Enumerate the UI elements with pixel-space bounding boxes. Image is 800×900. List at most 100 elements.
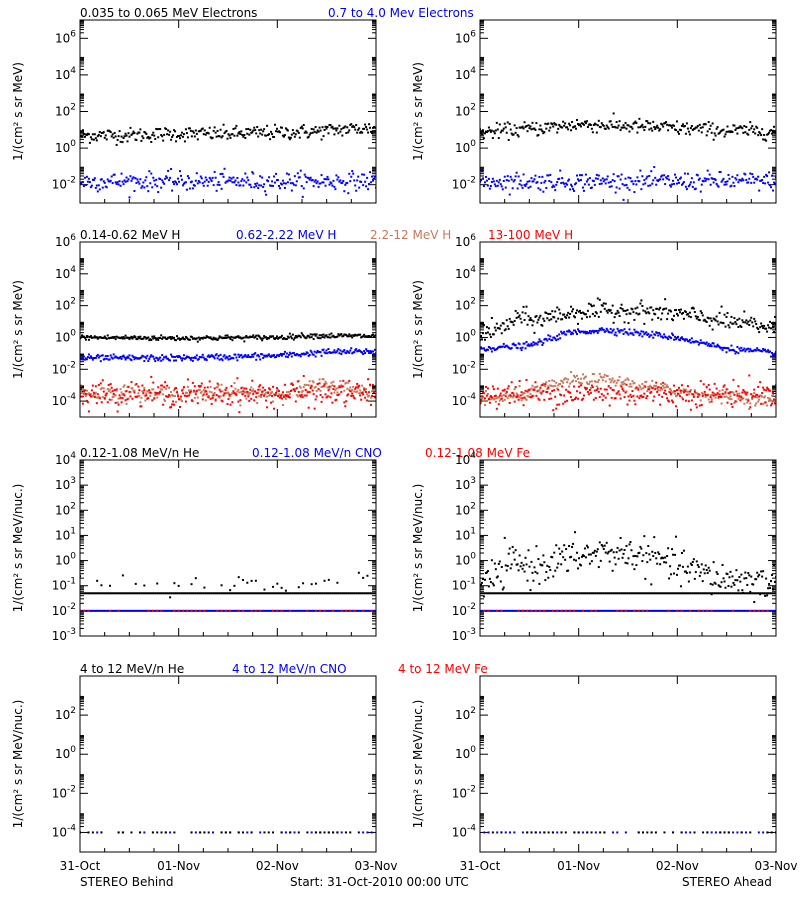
- data-point: [590, 127, 593, 130]
- data-point: [230, 335, 233, 338]
- y-axis-label: 1/(cm² s sr MeV): [11, 62, 25, 161]
- data-point: [574, 316, 577, 319]
- data-point: [563, 592, 566, 595]
- data-point: [322, 181, 325, 184]
- data-point: [249, 128, 252, 131]
- data-point: [761, 179, 764, 182]
- data-point: [80, 392, 83, 395]
- data-point: [572, 379, 575, 382]
- data-point: [176, 391, 179, 394]
- legend-entry: 0.62-2.22 MeV H: [236, 228, 336, 242]
- data-point: [589, 332, 592, 335]
- data-point: [570, 305, 573, 308]
- data-point: [770, 355, 773, 358]
- data-point: [523, 592, 527, 595]
- data-point: [640, 592, 644, 595]
- data-point: [630, 592, 634, 595]
- data-point: [177, 177, 180, 180]
- data-point: [186, 378, 189, 381]
- data-point: [195, 389, 198, 392]
- data-point: [633, 381, 636, 384]
- data-point: [147, 360, 150, 363]
- data-point: [661, 123, 664, 126]
- data-point: [726, 180, 729, 183]
- data-point: [132, 336, 135, 339]
- data-point: [607, 308, 610, 311]
- data-point: [742, 179, 745, 182]
- data-point: [552, 125, 555, 128]
- data-point: [170, 138, 173, 141]
- data-point: [231, 133, 234, 136]
- data-point: [95, 184, 98, 187]
- data-point: [123, 356, 126, 359]
- data-point: [96, 393, 99, 396]
- data-point: [269, 388, 272, 391]
- data-point: [244, 394, 247, 397]
- data-point: [694, 592, 697, 595]
- data-point: [592, 331, 595, 334]
- data-point: [218, 396, 221, 399]
- data-point: [180, 389, 183, 392]
- data-point: [769, 184, 772, 187]
- data-point: [248, 393, 251, 396]
- data-point: [160, 186, 163, 189]
- data-point: [549, 173, 552, 176]
- data-point: [662, 592, 666, 595]
- data-point: [740, 395, 743, 398]
- data-point: [366, 176, 369, 179]
- data-point: [172, 134, 175, 137]
- data-point: [349, 180, 352, 183]
- data-point: [330, 381, 333, 384]
- y-tick-label: 106: [55, 233, 76, 249]
- data-point: [263, 183, 266, 186]
- data-point: [686, 312, 689, 315]
- data-point: [110, 386, 113, 389]
- data-point: [495, 322, 498, 325]
- data-point: [497, 563, 500, 566]
- data-point: [324, 609, 327, 612]
- data-point: [139, 609, 142, 612]
- data-point: [205, 359, 208, 362]
- data-point: [355, 124, 358, 127]
- data-point: [250, 386, 253, 389]
- data-point: [188, 127, 191, 130]
- data-point: [489, 130, 492, 133]
- data-point: [154, 360, 157, 363]
- data-point: [532, 579, 535, 582]
- data-point: [125, 390, 128, 393]
- data-point: [602, 328, 605, 331]
- data-point: [82, 390, 85, 393]
- data-point: [206, 386, 209, 389]
- data-point: [282, 592, 286, 595]
- data-point: [659, 389, 662, 392]
- data-point: [123, 135, 126, 138]
- data-point: [143, 609, 146, 612]
- data-point: [625, 331, 628, 334]
- data-point: [153, 357, 156, 360]
- data-point: [715, 345, 718, 348]
- data-point: [569, 382, 572, 385]
- data-point: [367, 131, 370, 134]
- data-point: [576, 174, 579, 177]
- data-point: [167, 609, 170, 612]
- data-point: [340, 390, 343, 393]
- data-point: [125, 176, 128, 179]
- data-point: [152, 337, 155, 340]
- data-point: [323, 336, 326, 339]
- data-point: [335, 387, 338, 390]
- data-point: [658, 308, 661, 311]
- data-point: [258, 355, 261, 358]
- data-point: [334, 609, 337, 612]
- data-point: [120, 391, 123, 394]
- data-point: [493, 132, 496, 135]
- data-point: [498, 123, 501, 126]
- data-point: [513, 124, 516, 127]
- data-point: [641, 382, 644, 385]
- data-point: [262, 386, 265, 389]
- data-point: [159, 592, 162, 595]
- data-point: [526, 390, 529, 393]
- data-point: [218, 388, 221, 391]
- y-axis-label: 1/(cm² s sr MeV): [11, 280, 25, 379]
- data-point: [709, 343, 712, 346]
- data-point: [357, 571, 360, 574]
